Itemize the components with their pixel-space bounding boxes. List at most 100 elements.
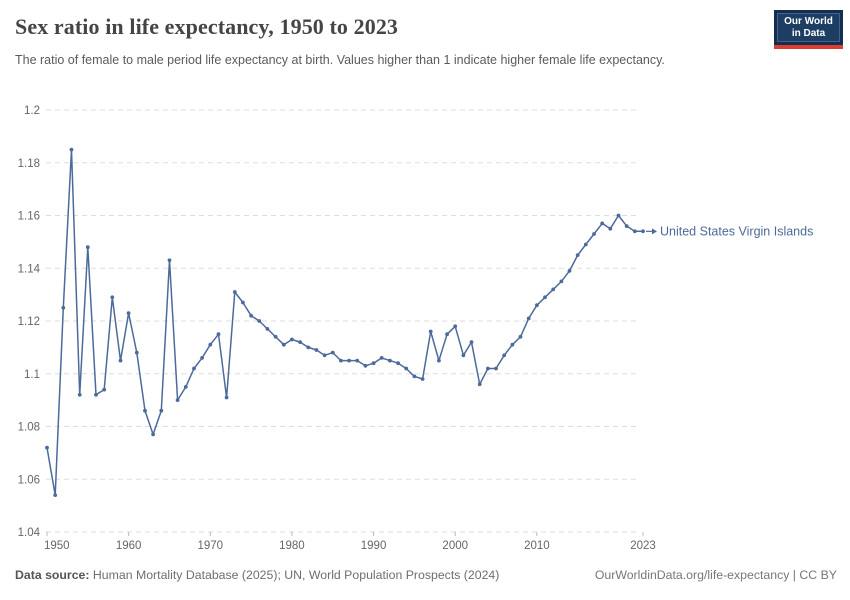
data-point[interactable] — [314, 348, 319, 352]
owid-logo-text: Our World in Data — [777, 13, 840, 42]
data-source-value: Human Mortality Database (2025); UN, Wor… — [89, 568, 500, 582]
data-point[interactable] — [192, 366, 196, 371]
data-point[interactable] — [151, 432, 156, 437]
data-point[interactable] — [143, 408, 147, 413]
x-tick-label: 1960 — [116, 540, 142, 552]
data-point[interactable] — [404, 366, 409, 371]
data-point[interactable] — [355, 358, 360, 363]
data-point[interactable] — [183, 385, 188, 389]
data-point[interactable] — [445, 332, 449, 337]
data-point[interactable] — [322, 353, 327, 358]
data-point[interactable] — [69, 147, 74, 152]
data-point[interactable] — [175, 398, 180, 402]
x-tick-label: 2010 — [524, 540, 550, 552]
data-point[interactable] — [526, 316, 531, 321]
data-point[interactable] — [486, 366, 490, 371]
data-point[interactable] — [241, 300, 245, 305]
y-tick-label: 1.18 — [18, 158, 40, 170]
data-point[interactable] — [347, 358, 351, 363]
data-point[interactable] — [624, 224, 629, 229]
data-point[interactable] — [94, 392, 98, 397]
data-point[interactable] — [224, 395, 229, 400]
data-point[interactable] — [592, 232, 596, 236]
data-point[interactable] — [200, 356, 205, 360]
series-group — [45, 147, 645, 497]
data-point[interactable] — [118, 358, 123, 363]
data-point[interactable] — [61, 305, 66, 310]
data-point[interactable] — [102, 387, 107, 392]
data-point[interactable] — [575, 253, 580, 257]
data-point[interactable] — [559, 279, 564, 284]
gridlines-group — [46, 109, 640, 533]
data-point[interactable] — [420, 377, 425, 381]
series-entity-label[interactable]: United States Virgin Islands — [660, 224, 813, 238]
data-point[interactable] — [469, 340, 474, 344]
data-point[interactable] — [257, 319, 262, 323]
data-point[interactable] — [502, 353, 507, 358]
data-point[interactable] — [641, 229, 645, 234]
page-title: Sex ratio in life expectancy, 1950 to 20… — [15, 14, 399, 39]
data-point[interactable] — [265, 327, 270, 331]
data-point[interactable] — [281, 342, 286, 347]
data-point[interactable] — [437, 358, 441, 363]
x-tick-label: 1980 — [279, 540, 305, 552]
data-point[interactable] — [567, 269, 572, 273]
series-line[interactable] — [46, 148, 643, 496]
y-axis-group: 1.04 1.06 1.08 1.1 1.12 1.14 1.16 1.18 1.2 — [18, 105, 41, 539]
data-point[interactable] — [45, 445, 49, 450]
data-point[interactable] — [477, 382, 482, 387]
owid-logo-red-bar — [774, 45, 843, 49]
data-point[interactable] — [298, 340, 302, 344]
data-point[interactable] — [388, 358, 392, 363]
data-point[interactable] — [363, 363, 368, 368]
data-point[interactable] — [494, 366, 498, 371]
data-point[interactable] — [535, 303, 539, 308]
data-point[interactable] — [379, 356, 384, 360]
data-point[interactable] — [330, 350, 335, 355]
data-point[interactable] — [461, 353, 466, 358]
data-point[interactable] — [159, 408, 164, 413]
owid-logo[interactable]: Our World in Data — [774, 10, 843, 49]
data-point[interactable] — [77, 392, 82, 397]
data-point[interactable] — [616, 213, 621, 218]
x-tick-label: 1990 — [361, 540, 387, 552]
data-point[interactable] — [134, 350, 139, 355]
data-point[interactable] — [273, 334, 278, 339]
data-point[interactable] — [600, 221, 605, 226]
data-point[interactable] — [110, 295, 115, 300]
credit-link[interactable]: OurWorldinData.org/life-expectancy | CC … — [594, 568, 837, 582]
data-point[interactable] — [412, 374, 417, 379]
owid-logo-line2: in Data — [791, 27, 826, 39]
data-point[interactable] — [428, 329, 433, 334]
y-tick-label: 1.12 — [18, 316, 40, 328]
chart-footer: Data source: Human Mortality Database (2… — [15, 568, 837, 582]
data-point[interactable] — [306, 345, 311, 350]
data-point[interactable] — [85, 245, 90, 250]
data-source-text: Data source: Human Mortality Database (2… — [15, 568, 499, 582]
y-tick-label: 1.14 — [18, 263, 41, 275]
data-point[interactable] — [126, 311, 131, 315]
data-point[interactable] — [339, 358, 343, 363]
data-point[interactable] — [216, 332, 221, 337]
chart-svg: 1950 1960 1970 1980 1990 2000 2010 2023 1.041.0… — [18, 105, 814, 552]
data-point[interactable] — [232, 290, 237, 294]
data-point[interactable] — [371, 361, 376, 366]
data-point[interactable] — [208, 342, 213, 347]
data-point[interactable] — [53, 493, 58, 497]
data-point[interactable] — [551, 287, 556, 292]
data-point[interactable] — [453, 324, 458, 329]
data-point[interactable] — [290, 337, 294, 342]
data-point[interactable] — [632, 229, 637, 234]
data-point[interactable] — [543, 295, 547, 300]
x-tick-label: 2023 — [630, 540, 656, 552]
data-point[interactable] — [608, 226, 613, 231]
data-point[interactable] — [518, 334, 523, 339]
data-point[interactable] — [510, 342, 515, 347]
owid-logo-line1: Our World — [784, 15, 833, 27]
data-point[interactable] — [167, 258, 172, 263]
y-tick-label: 1.06 — [18, 474, 40, 486]
data-point[interactable] — [249, 313, 254, 318]
data-point[interactable] — [583, 242, 588, 247]
label-arrow-icon — [652, 228, 657, 235]
data-point[interactable] — [396, 361, 400, 366]
